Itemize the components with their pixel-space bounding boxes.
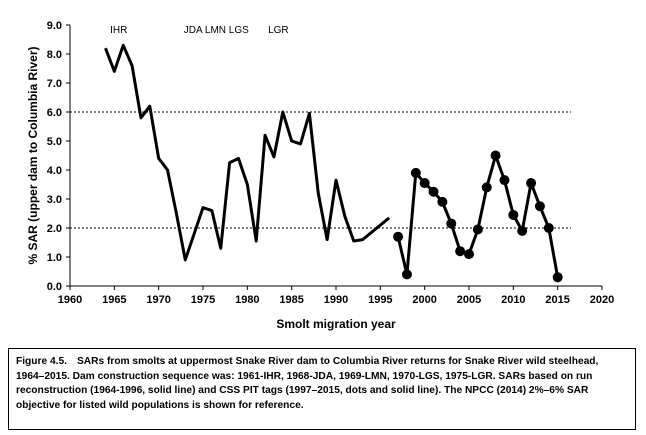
css-pit-tag-point (481, 182, 492, 193)
css-pit-tag-point (437, 196, 448, 207)
reference-lines (70, 111, 571, 229)
y-tick-label: 0.0 (47, 281, 62, 293)
y-tick-label: 3.0 (47, 194, 62, 206)
series-layer (104, 43, 563, 283)
x-tick-label: 1960 (58, 294, 82, 306)
css-pit-tag-point (508, 209, 519, 220)
x-tick-label: 2020 (590, 294, 614, 306)
y-tick-label: 5.0 (47, 136, 62, 148)
y-ticks: 0.0 1.0 2.0 3.0 4.0 5.0 6.0 7.0 8.0 9.0 (47, 20, 70, 293)
css-pit-tag-point (446, 218, 457, 229)
x-tick-label: 2010 (501, 294, 525, 306)
css-pit-tag-point (393, 231, 404, 242)
y-tick-label: 8.0 (47, 49, 62, 61)
run-reconstruction-line (104, 43, 391, 262)
css-pit-tag-point (464, 249, 474, 260)
css-pit-tag-point (401, 269, 412, 280)
x-tick-label: 1975 (191, 294, 215, 306)
y-tick-label: 2.0 (47, 223, 62, 235)
figure-number: Figure 4.5. (16, 356, 67, 367)
css-pit-tag-point (428, 186, 439, 197)
x-axis-title: Smolt migration year (276, 317, 396, 331)
x-tick-label: 1990 (324, 294, 348, 306)
dam-label: IHR (110, 25, 127, 36)
dam-label: LGR (268, 25, 289, 36)
css-pit-tag-point (517, 225, 528, 236)
x-tick-label: 1965 (102, 294, 126, 306)
chart-axes (69, 25, 602, 287)
css-pit-tag-point (499, 175, 510, 186)
y-tick-label: 7.0 (47, 78, 62, 90)
figure-caption: Figure 4.5. SARs from smolts at uppermost… (8, 348, 636, 430)
css-pit-tag-point (455, 246, 466, 257)
css-pit-tag-point (490, 150, 501, 161)
x-tick-label: 1970 (146, 294, 170, 306)
x-tick-label: 1995 (368, 294, 392, 306)
x-tick-label: 1985 (279, 294, 303, 306)
css-pit-tag-point (419, 178, 430, 189)
css-pit-tag-point (526, 178, 537, 189)
css-pit-tag-point (410, 167, 421, 178)
dam-labels: IHR JDA LMN LGS LGR (110, 25, 288, 36)
css-pit-tag-line (396, 154, 560, 278)
y-axis-title: % SAR (upper dam to Columbia River) (26, 46, 40, 264)
x-tick-label: 2000 (412, 294, 436, 306)
caption-text: SARs from smolts at uppermost Snake Rive… (16, 356, 599, 411)
y-tick-label: 9.0 (47, 20, 62, 32)
y-tick-label: 6.0 (47, 107, 62, 119)
css-pit-tag-point (534, 201, 545, 212)
css-pit-tag-point (543, 223, 554, 233)
y-tick-label: 4.0 (47, 165, 62, 177)
dam-label: JDA LMN LGS (184, 25, 249, 36)
x-tick-label: 2005 (457, 294, 481, 306)
x-ticks: 1960 1965 1970 1975 1980 1985 1990 1995 2000 2005… (58, 286, 614, 306)
x-tick-label: 2015 (545, 294, 569, 306)
css-pit-tag-point (552, 272, 563, 283)
y-tick-label: 1.0 (47, 252, 62, 264)
x-tick-label: 1980 (235, 294, 259, 306)
css-pit-tag-point (472, 224, 483, 235)
sar-line-chart: 1960 1965 1970 1975 1980 1985 1990 1995 2000 2005… (26, 20, 614, 331)
